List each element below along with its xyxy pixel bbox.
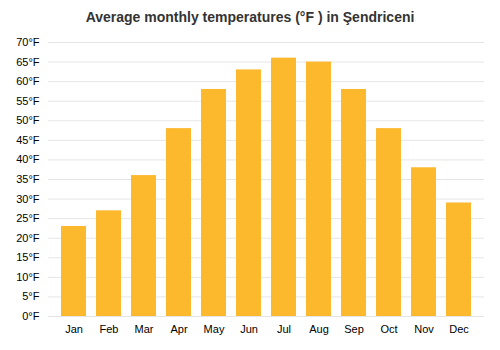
html-text:Average monthly temperatures (: Average monthly temperatures (°F ) in Şe… — [85, 9, 415, 25]
svg-text:10°F: 10°F — [16, 271, 40, 283]
svg-text:Dec: Dec — [449, 323, 469, 335]
svg-text:Aug: Aug — [309, 323, 329, 335]
svg-text:0°F: 0°F — [22, 310, 40, 322]
svg-text:Jul: Jul — [277, 323, 291, 335]
svg-text:45°F: 45°F — [16, 134, 40, 146]
svg-text:May: May — [204, 323, 225, 335]
svg-text:5°F: 5°F — [22, 290, 40, 302]
svg-text:60°F: 60°F — [16, 75, 40, 87]
svg-text:Jan: Jan — [65, 323, 83, 335]
svg-text:Jun: Jun — [240, 323, 258, 335]
svg-text:20°F: 20°F — [16, 232, 40, 244]
svg-text:Mar: Mar — [135, 323, 154, 335]
svg-text:35°F: 35°F — [16, 173, 40, 185]
svg-text:70°F: 70°F — [16, 36, 40, 48]
svg-text:Apr: Apr — [170, 323, 187, 335]
svg-text:Oct: Oct — [380, 323, 397, 335]
svg-text:15°F: 15°F — [16, 251, 40, 263]
svg-text:Nov: Nov — [414, 323, 434, 335]
svg-text:65°F: 65°F — [16, 56, 40, 68]
svg-text:50°F: 50°F — [16, 114, 40, 126]
svg-text:Feb: Feb — [100, 323, 119, 335]
svg-text:55°F: 55°F — [16, 95, 40, 107]
svg-text:25°F: 25°F — [16, 212, 40, 224]
svg-text:30°F: 30°F — [16, 193, 40, 205]
svg-text:Sep: Sep — [344, 323, 364, 335]
svg-text:40°F: 40°F — [16, 153, 40, 165]
